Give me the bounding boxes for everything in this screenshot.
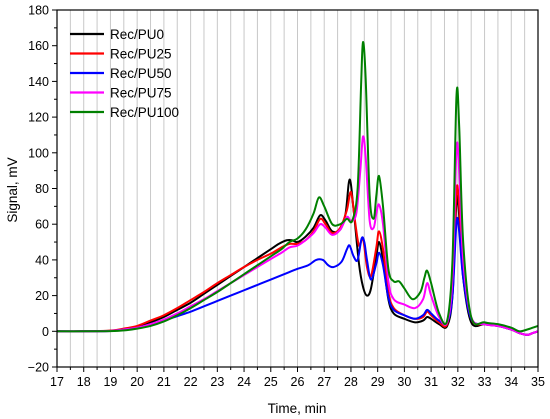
y-tick-label: 0: [42, 325, 49, 339]
y-tick-label: 160: [28, 39, 49, 53]
x-tick-label: 27: [317, 375, 331, 389]
x-tick-label: 25: [264, 375, 278, 389]
x-tick-label: 26: [291, 375, 305, 389]
x-tick-label: 31: [424, 375, 438, 389]
x-tick-label: 30: [397, 375, 411, 389]
y-tick-label: 20: [35, 289, 49, 303]
x-tick-label: 23: [210, 375, 224, 389]
x-tick-label: 32: [451, 375, 465, 389]
y-tick-label: 80: [35, 182, 49, 196]
series-line-rec-pu100: [56, 41, 539, 333]
x-tick-label: 24: [237, 375, 251, 389]
y-tick-label: 100: [28, 146, 49, 160]
legend-label: Rec/PU50: [110, 66, 172, 81]
x-tick-label: 28: [344, 375, 358, 389]
x-tick-label: 33: [478, 375, 492, 389]
x-tick-label: 22: [184, 375, 198, 389]
x-tick-label: 21: [157, 375, 171, 389]
y-axis-title: Signal, mV: [5, 157, 20, 222]
x-tick-label: 19: [103, 375, 117, 389]
legend: Rec/PU0 Rec/PU25 Rec/PU50 Rec/PU75 Rec/PU100: [70, 27, 179, 120]
x-tick-label: 20: [130, 375, 144, 389]
x-tick-label: 17: [50, 375, 64, 389]
y-tick-label: 180: [28, 4, 49, 18]
y-tick-label: 120: [28, 111, 49, 125]
y-tick-label: 140: [28, 75, 49, 89]
y-axis: −20 0 20 40 60 80 100 120 140 160 180: [28, 4, 57, 375]
x-tick-label: 18: [77, 375, 91, 389]
x-tick-label: 35: [531, 375, 545, 389]
y-tick-label: 40: [35, 253, 49, 267]
legend-label: Rec/PU25: [110, 47, 172, 62]
y-tick-label: 60: [35, 218, 49, 232]
series-layer: [56, 41, 539, 336]
legend-label: Rec/PU100: [110, 105, 179, 120]
legend-label: Rec/PU75: [110, 86, 172, 101]
x-axis-title: Time, min: [268, 401, 327, 416]
series-line-rec-pu25: [56, 184, 539, 336]
x-axis: 17 18 19 20 21 22 23 24 25 26 27 28 29 30 31 32 33 34 35: [50, 367, 545, 389]
legend-label: Rec/PU0: [110, 27, 164, 42]
x-tick-label: 34: [504, 375, 518, 389]
series-line-rec-pu50: [56, 216, 539, 336]
vertical-grid: [69, 10, 526, 367]
x-tick-label: 29: [371, 375, 385, 389]
y-tick-label: −20: [28, 361, 49, 375]
